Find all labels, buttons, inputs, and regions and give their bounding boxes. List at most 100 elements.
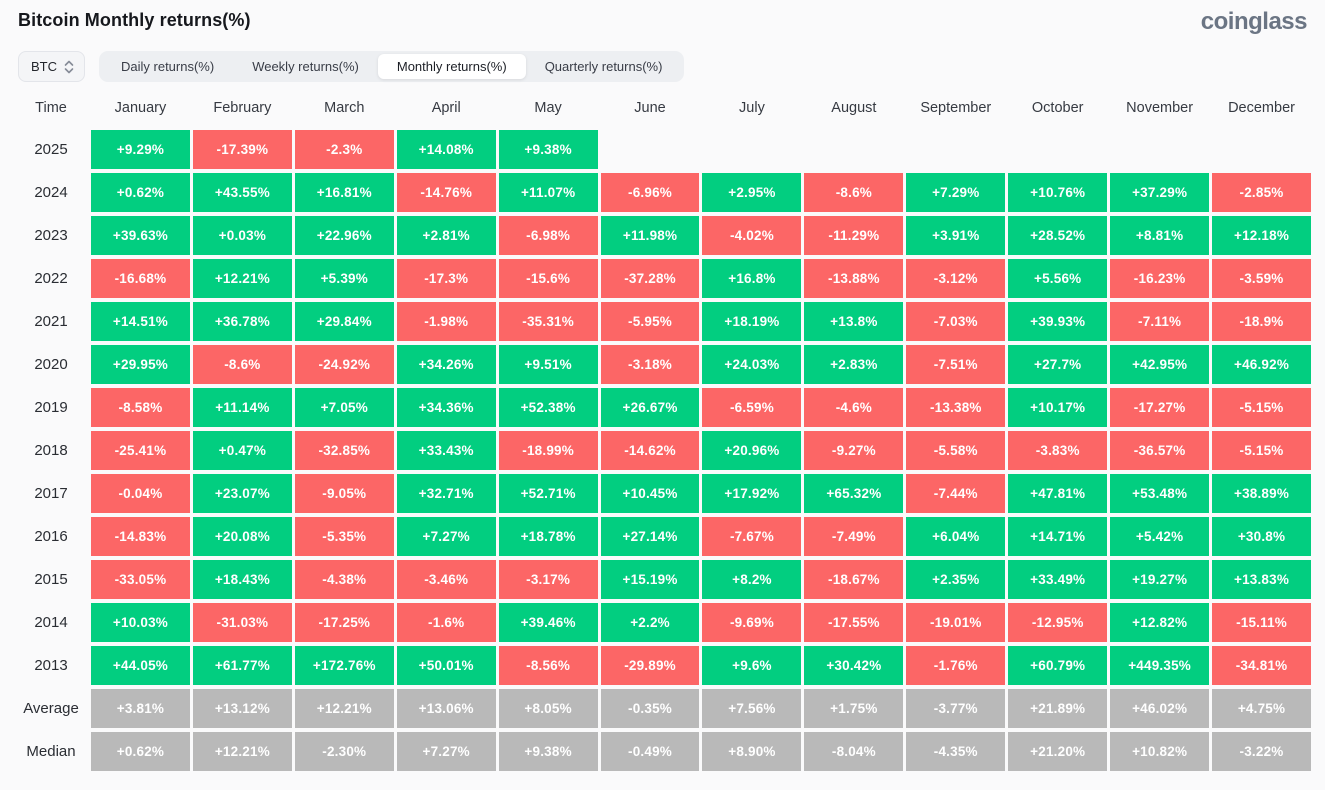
cell-2022-october: +5.56% bbox=[1008, 259, 1108, 298]
column-header-april: April bbox=[431, 100, 461, 116]
cell-2013-february: +61.77% bbox=[192, 646, 292, 685]
cell-2022-august: -13.88% bbox=[804, 259, 904, 298]
returns-table-wrap: Time January February March April May June July… bbox=[14, 92, 1311, 771]
cell-2021-june: -5.95% bbox=[600, 302, 700, 341]
cell-2019-december: -5.15% bbox=[1212, 388, 1311, 427]
cell-2015-october: +33.49% bbox=[1008, 560, 1108, 599]
cell-2021-october: +39.93% bbox=[1008, 302, 1108, 341]
cell-2014-february: -31.03% bbox=[192, 603, 292, 642]
cell-2014-july: -9.69% bbox=[702, 603, 802, 642]
cell-2020-january: +29.95% bbox=[91, 345, 190, 384]
cell-2022-december: -3.59% bbox=[1212, 259, 1311, 298]
cell-average-february: +13.12% bbox=[192, 689, 292, 728]
cell-2023-june: +11.98% bbox=[600, 216, 700, 255]
cell-2025-february: -17.39% bbox=[192, 130, 292, 169]
cell-median-september: -4.35% bbox=[906, 732, 1006, 771]
cell-2022-november: -16.23% bbox=[1110, 259, 1210, 298]
cell-2016-march: -5.35% bbox=[294, 517, 394, 556]
cell-2015-february: +18.43% bbox=[192, 560, 292, 599]
column-header-august: August bbox=[831, 100, 877, 116]
row-label-average: Average bbox=[23, 700, 79, 717]
cell-2016-december: +30.8% bbox=[1212, 517, 1311, 556]
unfold-chevrons-icon bbox=[64, 60, 74, 74]
cell-2018-march: -32.85% bbox=[294, 431, 394, 470]
tab-daily-returns[interactable]: Daily returns(%) bbox=[121, 59, 215, 74]
cell-2014-may: +39.46% bbox=[498, 603, 598, 642]
tab-quarterly-returns[interactable]: Quarterly returns(%) bbox=[544, 59, 663, 74]
cell-2017-june: +10.45% bbox=[600, 474, 700, 513]
cell-2014-march: -17.25% bbox=[294, 603, 394, 642]
column-header-time: Time bbox=[35, 100, 67, 116]
symbol-select-value: BTC bbox=[31, 59, 57, 74]
cell-2022-june: -37.28% bbox=[600, 259, 700, 298]
row-label-2018: 2018 bbox=[34, 442, 68, 459]
cell-2024-october: +10.76% bbox=[1008, 173, 1108, 212]
cell-2014-january: +10.03% bbox=[91, 603, 190, 642]
row-label-2019: 2019 bbox=[34, 399, 68, 416]
cell-2021-december: -18.9% bbox=[1212, 302, 1311, 341]
cell-2013-october: +60.79% bbox=[1008, 646, 1108, 685]
cell-2016-february: +20.08% bbox=[192, 517, 292, 556]
cell-median-january: +0.62% bbox=[91, 732, 190, 771]
column-header-november: November bbox=[1126, 100, 1194, 116]
column-header-march: March bbox=[324, 100, 365, 116]
cell-2017-september: -7.44% bbox=[906, 474, 1006, 513]
cell-median-december: -3.22% bbox=[1212, 732, 1311, 771]
cell-2020-may: +9.51% bbox=[498, 345, 598, 384]
cell-average-march: +12.21% bbox=[294, 689, 394, 728]
row-label-2017: 2017 bbox=[34, 485, 68, 502]
cell-2021-august: +13.8% bbox=[804, 302, 904, 341]
cell-2025-august bbox=[804, 130, 903, 169]
cell-2017-april: +32.71% bbox=[396, 474, 496, 513]
tab-monthly-returns[interactable]: Monthly returns(%) bbox=[377, 54, 526, 79]
row-label-2024: 2024 bbox=[34, 184, 68, 201]
column-header-september: September bbox=[920, 100, 992, 116]
returns-tab-group: Daily returns(%) Weekly returns(%) Monthly… bbox=[99, 51, 685, 82]
cell-2024-august: -8.6% bbox=[804, 173, 904, 212]
cell-2014-september: -19.01% bbox=[906, 603, 1006, 642]
cell-2020-september: -7.51% bbox=[906, 345, 1006, 384]
cell-2019-february: +11.14% bbox=[192, 388, 292, 427]
cell-2024-december: -2.85% bbox=[1212, 173, 1311, 212]
column-header-june: June bbox=[634, 100, 666, 116]
cell-2023-august: -11.29% bbox=[804, 216, 904, 255]
page-title: Bitcoin Monthly returns(%) bbox=[18, 10, 251, 30]
cell-2017-july: +17.92% bbox=[702, 474, 802, 513]
cell-2017-may: +52.71% bbox=[498, 474, 598, 513]
cell-2016-october: +14.71% bbox=[1008, 517, 1108, 556]
cell-2022-september: -3.12% bbox=[906, 259, 1006, 298]
cell-2024-may: +11.07% bbox=[498, 173, 598, 212]
cell-2023-october: +28.52% bbox=[1008, 216, 1108, 255]
column-header-january: January bbox=[114, 100, 167, 116]
cell-2024-february: +43.55% bbox=[192, 173, 292, 212]
cell-2025-june bbox=[601, 130, 700, 169]
cell-2017-february: +23.07% bbox=[192, 474, 292, 513]
tab-weekly-returns[interactable]: Weekly returns(%) bbox=[252, 59, 359, 74]
cell-2024-september: +7.29% bbox=[906, 173, 1006, 212]
cell-2017-november: +53.48% bbox=[1110, 474, 1210, 513]
cell-2020-february: -8.6% bbox=[192, 345, 292, 384]
symbol-select[interactable]: BTC bbox=[18, 51, 85, 82]
cell-2021-september: -7.03% bbox=[906, 302, 1006, 341]
cell-2022-january: -16.68% bbox=[91, 259, 190, 298]
cell-2022-july: +16.8% bbox=[702, 259, 802, 298]
row-label-median: Median bbox=[26, 743, 76, 760]
cell-2024-april: -14.76% bbox=[396, 173, 496, 212]
row-label-2022: 2022 bbox=[34, 270, 68, 287]
cell-2018-may: -18.99% bbox=[498, 431, 598, 470]
coinglass-logo[interactable]: coinglass bbox=[1200, 8, 1308, 35]
cell-2019-november: -17.27% bbox=[1110, 388, 1210, 427]
column-header-october: October bbox=[1031, 100, 1084, 116]
cell-average-july: +7.56% bbox=[702, 689, 802, 728]
cell-2019-september: -13.38% bbox=[906, 388, 1006, 427]
cell-2021-july: +18.19% bbox=[702, 302, 802, 341]
cell-2014-november: +12.82% bbox=[1110, 603, 1210, 642]
cell-2024-july: +2.95% bbox=[702, 173, 802, 212]
cell-median-march: -2.30% bbox=[294, 732, 394, 771]
cell-2013-may: -8.56% bbox=[498, 646, 598, 685]
cell-median-august: -8.04% bbox=[804, 732, 904, 771]
cell-2025-april: +14.08% bbox=[396, 130, 496, 169]
row-label-2023: 2023 bbox=[34, 227, 68, 244]
row-label-2014: 2014 bbox=[34, 614, 68, 631]
cell-2024-january: +0.62% bbox=[91, 173, 190, 212]
